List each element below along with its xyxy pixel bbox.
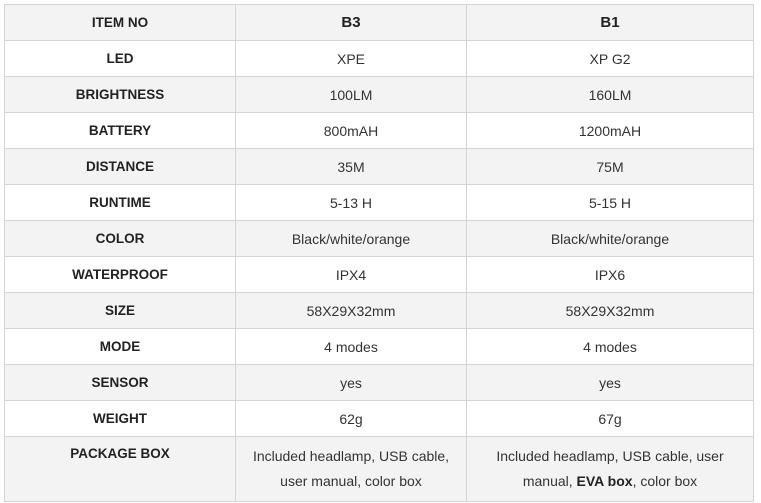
table-row: COLOR Black/white/orange Black/white/ora… — [4, 220, 754, 257]
row-label: BATTERY — [4, 112, 236, 149]
b1-value: IPX6 — [466, 256, 754, 293]
b1-value: 75M — [466, 148, 754, 185]
b1-value: 5-15 H — [466, 184, 754, 221]
b1-value: XP G2 — [466, 40, 754, 77]
b1-value: Black/white/orange — [466, 220, 754, 257]
b3-package-value: Included headlamp, USB cable, user manua… — [235, 436, 467, 502]
table-header-row: ITEM NO B3 B1 — [4, 4, 754, 41]
row-label: WATERPROOF — [4, 256, 236, 293]
header-item-no: ITEM NO — [4, 4, 236, 41]
b1-value: 67g — [466, 400, 754, 437]
row-label: LED — [4, 40, 236, 77]
b3-value: 100LM — [235, 76, 467, 113]
table-row: RUNTIME 5-13 H 5-15 H — [4, 184, 754, 221]
row-label: DISTANCE — [4, 148, 236, 185]
b3-value: 35M — [235, 148, 467, 185]
b3-value: 62g — [235, 400, 467, 437]
spec-table-body: ITEM NO B3 B1 LED XPE XP G2 BRIGHTNESS 1… — [4, 4, 754, 502]
table-row: BATTERY 800mAH 1200mAH — [4, 112, 754, 149]
b1-value: 4 modes — [466, 328, 754, 365]
b1-package-highlight: EVA box — [576, 473, 633, 489]
row-label: COLOR — [4, 220, 236, 257]
b1-value: yes — [466, 364, 754, 401]
table-row: WEIGHT 62g 67g — [4, 400, 754, 437]
spec-table: ITEM NO B3 B1 LED XPE XP G2 BRIGHTNESS 1… — [4, 4, 754, 502]
b3-value: 58X29X32mm — [235, 292, 467, 329]
b3-value: yes — [235, 364, 467, 401]
b3-value: 800mAH — [235, 112, 467, 149]
row-label: RUNTIME — [4, 184, 236, 221]
table-row: SIZE 58X29X32mm 58X29X32mm — [4, 292, 754, 329]
table-row: MODE 4 modes 4 modes — [4, 328, 754, 365]
b1-value: 58X29X32mm — [466, 292, 754, 329]
b3-value: IPX4 — [235, 256, 467, 293]
row-label: SENSOR — [4, 364, 236, 401]
row-label: SIZE — [4, 292, 236, 329]
b1-package-value: Included headlamp, USB cable, user manua… — [466, 436, 754, 502]
b3-value: 5-13 H — [235, 184, 467, 221]
b1-package-text-end: , color box — [632, 473, 698, 489]
b3-value: XPE — [235, 40, 467, 77]
b1-value: 1200mAH — [466, 112, 754, 149]
b1-value: 160LM — [466, 76, 754, 113]
row-label: PACKAGE BOX — [4, 436, 236, 502]
table-row: BRIGHTNESS 100LM 160LM — [4, 76, 754, 113]
table-row: LED XPE XP G2 — [4, 40, 754, 77]
b3-value: Black/white/orange — [235, 220, 467, 257]
table-row: DISTANCE 35M 75M — [4, 148, 754, 185]
b1-package-text: Included headlamp, USB cable, user manua… — [496, 448, 724, 489]
table-row: WATERPROOF IPX4 IPX6 — [4, 256, 754, 293]
row-label: WEIGHT — [4, 400, 236, 437]
row-label: MODE — [4, 328, 236, 365]
header-model-b1: B1 — [466, 4, 754, 41]
b3-value: 4 modes — [235, 328, 467, 365]
header-model-b3: B3 — [235, 4, 467, 41]
package-box-row: PACKAGE BOX Included headlamp, USB cable… — [4, 436, 754, 502]
row-label: BRIGHTNESS — [4, 76, 236, 113]
table-row: SENSOR yes yes — [4, 364, 754, 401]
